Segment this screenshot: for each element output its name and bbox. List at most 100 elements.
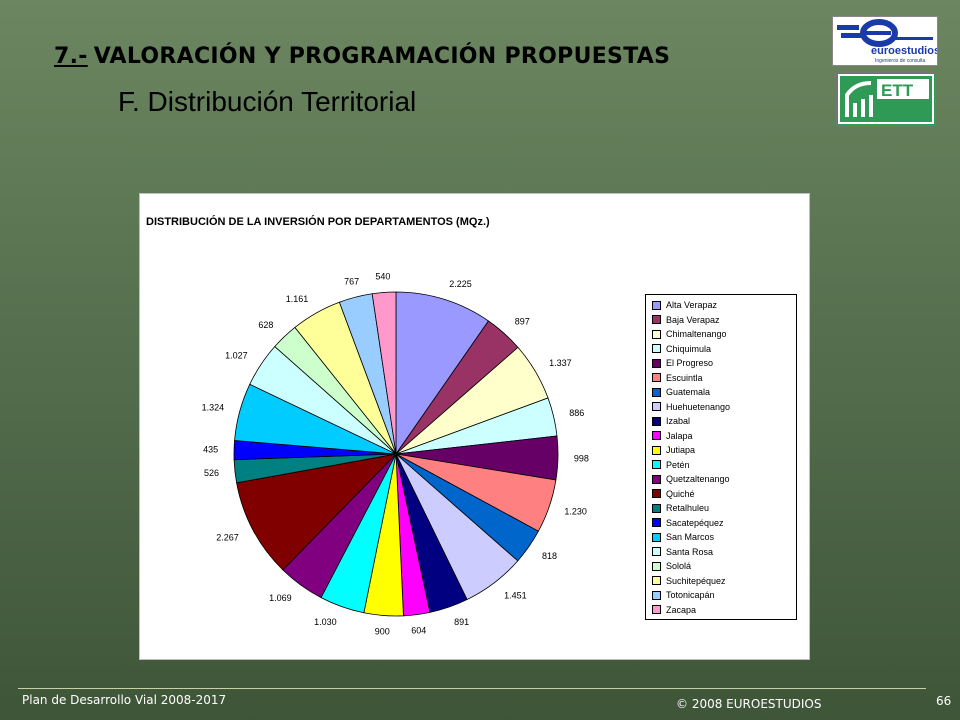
legend-swatch-10 bbox=[652, 445, 661, 455]
legend-item-2: Chimaltenango bbox=[652, 327, 792, 342]
legend-label-9: Jalapa bbox=[666, 430, 693, 441]
legend-item-14: Retalhuleu bbox=[652, 501, 792, 516]
legend-swatch-3 bbox=[652, 344, 661, 354]
slice-data-label-10: 900 bbox=[375, 627, 390, 637]
section-title: VALORACIÓN Y PROGRAMACIÓN PROPUESTAS bbox=[93, 44, 671, 69]
euroestudios-logo: euroestudios Ingenieros de consulta bbox=[832, 16, 940, 66]
legend-label-1: Baja Verapaz bbox=[666, 314, 720, 325]
legend-label-20: Totonicapán bbox=[666, 590, 715, 601]
page-subtitle: F. Distribución Territorial bbox=[118, 86, 417, 117]
legend-item-21: Zacapa bbox=[652, 603, 792, 618]
slice-data-label-0: 2.225 bbox=[449, 279, 472, 289]
slice-data-label-8: 891 bbox=[454, 617, 469, 627]
legend-item-7: Huehuetenango bbox=[652, 400, 792, 415]
ett-logo-graphic: ETT bbox=[838, 74, 934, 124]
legend-swatch-5 bbox=[652, 373, 661, 383]
legend-swatch-19 bbox=[652, 576, 661, 586]
legend-label-15: Sacatepéquez bbox=[666, 517, 724, 528]
legend-swatch-9 bbox=[652, 431, 661, 441]
euroestudios-logo-tagline: Ingenieros de consulta bbox=[875, 58, 926, 64]
slice-data-label-18: 628 bbox=[258, 320, 273, 330]
legend-item-0: Alta Verapaz bbox=[652, 298, 792, 313]
legend-swatch-15 bbox=[652, 518, 661, 528]
slice-data-label-9: 604 bbox=[411, 626, 426, 636]
legend-swatch-7 bbox=[652, 402, 661, 412]
slice-data-label-20: 767 bbox=[344, 277, 359, 287]
slice-data-label-11: 1.030 bbox=[314, 617, 337, 627]
legend-swatch-2 bbox=[652, 329, 661, 339]
section-number: 7.- bbox=[54, 44, 88, 69]
legend-item-20: Totonicapán bbox=[652, 588, 792, 603]
legend-label-8: Izabal bbox=[666, 416, 691, 427]
legend-swatch-11 bbox=[652, 460, 661, 470]
legend-label-10: Jutiapa bbox=[666, 445, 696, 456]
legend-item-16: San Marcos bbox=[652, 530, 792, 545]
legend-label-16: San Marcos bbox=[666, 532, 715, 543]
legend-item-18: Sololá bbox=[652, 559, 792, 574]
footer-copyright: © 2008 EUROESTUDIOS bbox=[676, 697, 822, 711]
legend-swatch-4 bbox=[652, 358, 661, 368]
legend-item-11: Petén bbox=[652, 458, 792, 473]
chart-title: DISTRIBUCIÓN DE LA INVERSIÓN POR DEPARTA… bbox=[146, 216, 490, 228]
legend-item-19: Suchitepéquez bbox=[652, 574, 792, 589]
slice-data-label-16: 1.324 bbox=[202, 403, 225, 413]
slice-data-label-4: 998 bbox=[574, 453, 589, 463]
ett-logo-text: ETT bbox=[881, 81, 914, 100]
legend-swatch-17 bbox=[652, 547, 661, 557]
euroestudios-logo-graphic: euroestudios Ingenieros de consulta bbox=[837, 19, 940, 64]
legend-swatch-8 bbox=[652, 416, 661, 426]
legend-swatch-6 bbox=[652, 387, 661, 397]
legend-label-18: Sololá bbox=[666, 561, 692, 572]
pie-slice-13 bbox=[236, 453, 398, 571]
footer-divider bbox=[18, 688, 926, 689]
legend-swatch-16 bbox=[652, 532, 661, 542]
legend-swatch-1 bbox=[652, 315, 661, 325]
page-number: 66 bbox=[936, 694, 952, 708]
legend-label-11: Petén bbox=[666, 459, 690, 470]
legend-swatch-13 bbox=[652, 489, 661, 499]
slice-data-label-19: 1.161 bbox=[286, 294, 309, 304]
legend-item-6: Guatemala bbox=[652, 385, 792, 400]
legend-swatch-18 bbox=[652, 561, 661, 571]
legend-label-5: Escuintla bbox=[666, 372, 703, 383]
slice-data-label-21: 540 bbox=[375, 272, 390, 282]
legend-label-7: Huehuetenango bbox=[666, 401, 731, 412]
slice-data-label-15: 435 bbox=[203, 445, 218, 455]
legend-label-14: Retalhuleu bbox=[666, 503, 710, 514]
legend-swatch-14 bbox=[652, 503, 661, 513]
legend-label-12: Quetzaltenango bbox=[666, 474, 730, 485]
legend-label-21: Zacapa bbox=[666, 604, 697, 615]
legend-item-15: Sacatepéquez bbox=[652, 516, 792, 531]
slice-data-label-17: 1.027 bbox=[225, 351, 248, 361]
legend-label-0: Alta Verapaz bbox=[666, 300, 718, 311]
legend-item-1: Baja Verapaz bbox=[652, 313, 792, 328]
legend-label-3: Chiquimula bbox=[666, 343, 712, 354]
legend-label-17: Santa Rosa bbox=[666, 546, 714, 557]
legend-item-10: Jutiapa bbox=[652, 443, 792, 458]
slice-data-label-14: 526 bbox=[204, 468, 219, 478]
slice-data-label-6: 818 bbox=[542, 551, 557, 561]
slice-data-label-2: 1.337 bbox=[549, 358, 572, 368]
legend-label-19: Suchitepéquez bbox=[666, 575, 726, 586]
legend-item-5: Escuintla bbox=[652, 371, 792, 386]
slice-data-label-5: 1.230 bbox=[564, 507, 587, 517]
legend-item-3: Chiquimula bbox=[652, 342, 792, 357]
pie-slice-21 bbox=[371, 291, 397, 455]
legend-swatch-21 bbox=[652, 605, 661, 615]
chart-legend: Alta Verapaz Baja Verapaz Chimaltenango Chi… bbox=[645, 294, 797, 620]
slice-data-label-7: 1.451 bbox=[504, 591, 527, 601]
pie-slice-0 bbox=[395, 291, 490, 456]
pie-chart-plot: 2.225 897 1.337 886 998 1.230 818 1.451 891 604 90… bbox=[202, 272, 589, 637]
legend-swatch-0 bbox=[652, 300, 661, 310]
section-heading: 7.- VALORACIÓN Y PROGRAMACIÓN PROPUESTAS bbox=[54, 44, 670, 69]
legend-item-17: Santa Rosa bbox=[652, 545, 792, 560]
legend-label-6: Guatemala bbox=[666, 387, 711, 398]
legend-item-8: Izabal bbox=[652, 414, 792, 429]
legend-item-12: Quetzaltenango bbox=[652, 472, 792, 487]
footer-plan-title: Plan de Desarrollo Vial 2008-2017 bbox=[22, 693, 227, 707]
legend-label-13: Quiché bbox=[666, 488, 695, 499]
legend-swatch-12 bbox=[652, 474, 661, 484]
ett-logo: ETT bbox=[836, 72, 936, 126]
legend-item-4: El Progreso bbox=[652, 356, 792, 371]
legend-item-13: Quiché bbox=[652, 487, 792, 502]
